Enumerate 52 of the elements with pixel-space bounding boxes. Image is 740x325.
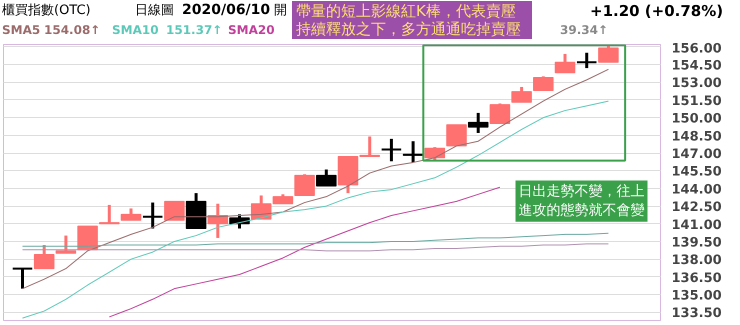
candlestick [576, 52, 598, 68]
y-tick-label: 141.00 [672, 218, 722, 233]
y-tick-label: 139.50 [672, 235, 722, 250]
candlestick [424, 147, 446, 160]
text: 39.34↑ [560, 23, 608, 38]
y-tick-label: 148.50 [672, 129, 722, 144]
text: +1.20 (+0.78%) [590, 2, 724, 20]
chart-subtitle: 日線圖 [135, 3, 174, 19]
text: SMA20 [228, 23, 275, 38]
candlestick [402, 141, 424, 162]
candlestick [99, 204, 120, 224]
y-tick-label: 145.50 [672, 164, 722, 180]
candlestick [446, 124, 467, 146]
text: SMA10 [112, 23, 159, 38]
candlestick [34, 245, 54, 270]
candlestick [142, 202, 164, 228]
y-tick-label: 151.50 [672, 94, 722, 109]
candlestick [468, 112, 488, 133]
y-tick-label: 136.50 [672, 270, 722, 286]
y-tick-label: 133.50 [672, 306, 722, 322]
candlestick [294, 174, 315, 196]
candlestick [12, 268, 34, 289]
text: SMA5 [2, 23, 40, 38]
candlestick [380, 138, 402, 162]
y-tick-label: 135.00 [672, 288, 722, 304]
candlestick [554, 54, 576, 74]
line-series [22, 232, 609, 247]
text: 151.37↑ [166, 23, 222, 38]
text: 154.08↑ [44, 23, 100, 38]
candlestick [533, 76, 554, 91]
y-tick-label: 156.00 [672, 42, 722, 56]
y-tick-label: 154.50 [672, 58, 722, 74]
line-series [108, 186, 500, 318]
annotation: 日出走勢不變，往上進攻的態勢就不會變 [518, 184, 644, 219]
y-tick-label: 138.00 [672, 253, 722, 268]
y-tick-label: 144.00 [672, 182, 722, 198]
candlestick [56, 236, 76, 254]
text: 開 [274, 3, 287, 19]
candlestick [164, 200, 185, 221]
candlestick [511, 86, 532, 103]
candlestick [77, 226, 98, 250]
y-tick-label: 142.50 [672, 200, 722, 216]
text: 帶量的短上影線紅K棒，代表賣壓持續釋放之下，多方通通吃掉賣壓 [292, 1, 532, 39]
chart-title: 櫃買指數(OTC) [2, 3, 91, 19]
text: 2020/06/10 [182, 2, 270, 19]
candlestick [598, 46, 619, 63]
y-tick-label: 147.00 [672, 147, 722, 162]
candlestick [490, 103, 510, 124]
y-tick-label: 150.00 [672, 112, 722, 127]
y-tick-label: 153.00 [672, 76, 722, 92]
candlestick [120, 208, 142, 221]
candlestick [316, 170, 337, 187]
